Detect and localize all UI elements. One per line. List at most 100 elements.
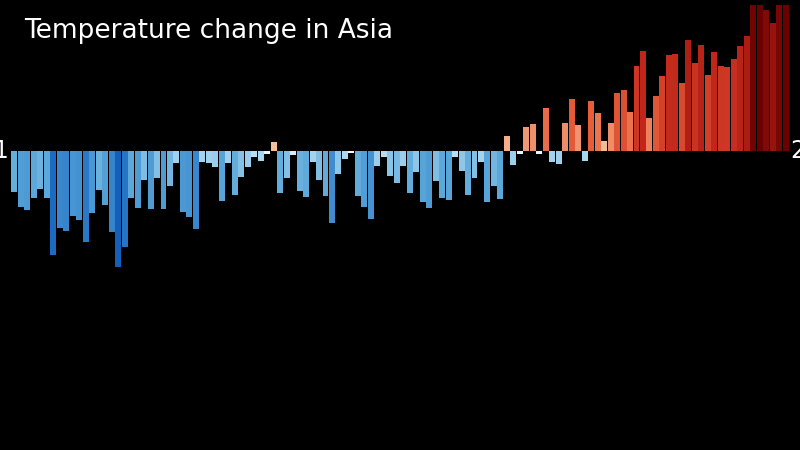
Bar xyxy=(666,55,672,152)
Bar xyxy=(653,96,659,152)
Bar xyxy=(471,152,478,178)
Bar xyxy=(478,152,484,162)
Bar xyxy=(646,118,653,152)
Bar xyxy=(134,152,141,208)
Bar xyxy=(284,152,290,178)
Bar xyxy=(607,123,614,152)
Bar xyxy=(698,45,704,152)
Bar xyxy=(439,152,445,198)
Bar xyxy=(510,152,516,165)
Bar xyxy=(38,152,43,189)
Bar xyxy=(18,152,24,207)
Bar xyxy=(750,0,756,152)
Bar xyxy=(109,152,114,232)
Bar xyxy=(517,152,523,153)
Bar xyxy=(90,152,95,213)
Bar xyxy=(63,152,70,231)
Bar xyxy=(70,152,76,216)
Bar xyxy=(76,152,82,220)
Bar xyxy=(582,152,588,161)
Bar xyxy=(414,152,419,172)
Bar xyxy=(219,152,225,201)
Bar xyxy=(705,75,710,152)
Bar xyxy=(562,123,568,152)
Bar xyxy=(82,152,89,242)
Bar xyxy=(530,124,536,152)
Bar xyxy=(193,152,199,229)
Bar xyxy=(744,36,750,152)
Bar xyxy=(102,152,108,205)
Bar xyxy=(594,112,601,152)
Bar xyxy=(368,152,374,219)
Bar xyxy=(186,152,193,216)
Bar xyxy=(310,152,315,162)
Bar xyxy=(245,152,250,167)
Bar xyxy=(614,93,620,152)
Bar xyxy=(679,83,685,152)
Bar xyxy=(523,127,530,152)
Bar xyxy=(25,152,30,210)
Bar xyxy=(686,40,691,152)
Bar xyxy=(141,152,147,180)
Bar xyxy=(206,152,212,163)
Bar xyxy=(711,52,718,152)
Bar xyxy=(128,152,134,198)
Bar xyxy=(362,152,367,207)
Bar xyxy=(485,152,490,202)
Bar xyxy=(601,141,607,152)
Text: Temperature change in Asia: Temperature change in Asia xyxy=(24,18,393,44)
Bar xyxy=(329,152,335,223)
Bar xyxy=(575,125,581,152)
Bar xyxy=(226,152,231,163)
Bar xyxy=(757,0,762,152)
Bar xyxy=(290,152,296,155)
Bar xyxy=(270,142,277,152)
Bar xyxy=(212,152,218,167)
Bar xyxy=(374,152,380,166)
Bar xyxy=(426,152,432,208)
Bar xyxy=(627,112,633,152)
Bar xyxy=(550,152,555,162)
Bar xyxy=(154,152,160,178)
Bar xyxy=(161,152,166,209)
Bar xyxy=(718,67,724,152)
Bar xyxy=(297,152,302,191)
Bar xyxy=(763,10,769,152)
Bar xyxy=(672,54,678,152)
Bar xyxy=(335,152,342,174)
Bar xyxy=(44,152,50,198)
Bar xyxy=(504,136,510,152)
Bar xyxy=(31,152,37,198)
Bar xyxy=(776,4,782,152)
Bar xyxy=(406,152,413,194)
Bar xyxy=(232,152,238,194)
Bar xyxy=(446,152,451,200)
Bar xyxy=(316,152,322,180)
Bar xyxy=(115,152,121,267)
Bar xyxy=(57,152,63,228)
Bar xyxy=(96,152,102,190)
Bar xyxy=(238,152,244,177)
Bar xyxy=(322,152,329,196)
Bar xyxy=(50,152,56,256)
Bar xyxy=(433,152,438,181)
Bar xyxy=(167,152,173,186)
Bar xyxy=(452,152,458,157)
Bar xyxy=(381,152,386,157)
Text: 2020: 2020 xyxy=(790,140,800,163)
Bar xyxy=(277,152,283,194)
Bar xyxy=(588,101,594,152)
Bar xyxy=(491,152,497,186)
Bar xyxy=(730,59,737,152)
Bar xyxy=(387,152,394,176)
Bar xyxy=(465,152,471,194)
Bar xyxy=(122,152,128,247)
Bar xyxy=(355,152,361,196)
Bar xyxy=(556,152,562,164)
Bar xyxy=(458,152,465,171)
Bar xyxy=(770,23,775,152)
Bar xyxy=(147,152,154,209)
Bar xyxy=(258,152,264,161)
Bar xyxy=(251,152,257,157)
Bar xyxy=(498,152,503,199)
